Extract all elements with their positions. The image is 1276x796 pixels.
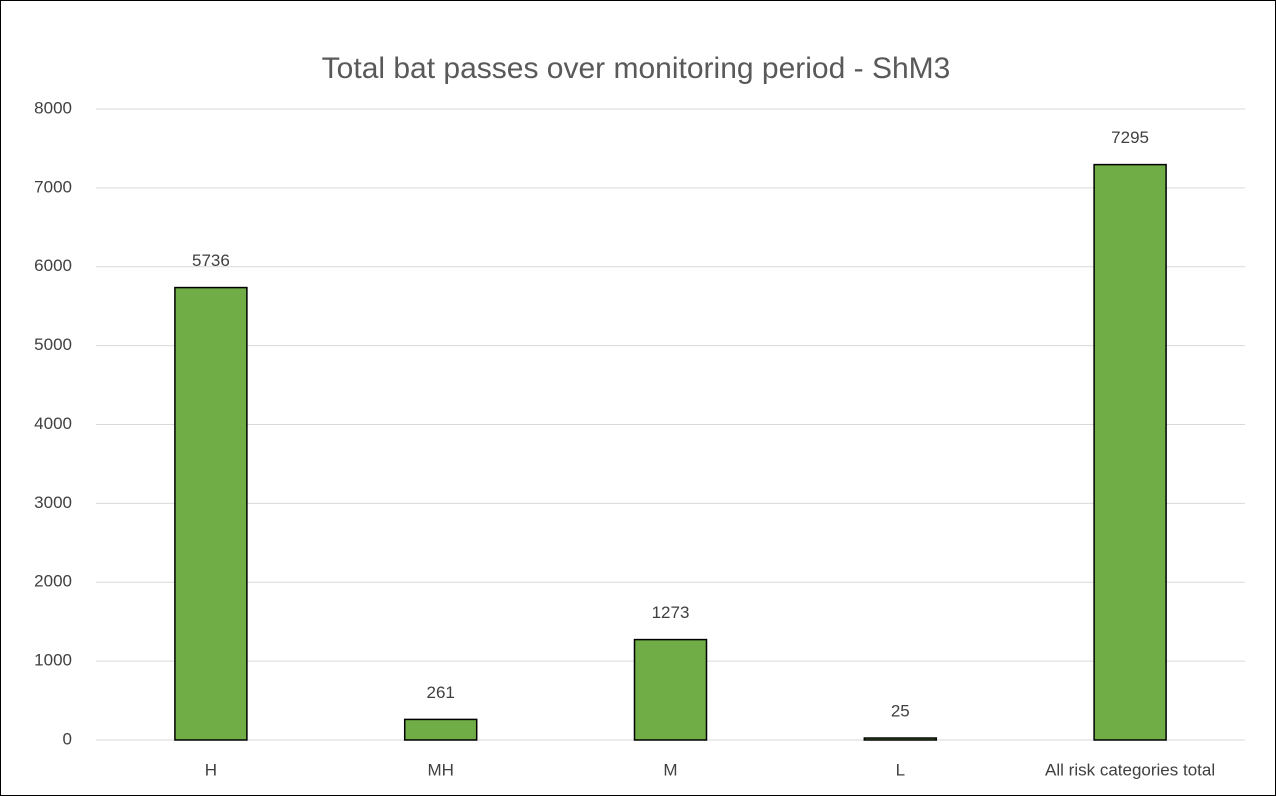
x-tick-label: MH bbox=[427, 760, 453, 779]
data-label: 25 bbox=[891, 702, 910, 721]
chart-title: Total bat passes over monitoring period … bbox=[322, 52, 951, 85]
bar bbox=[863, 737, 938, 741]
y-tick-label: 2000 bbox=[34, 572, 72, 591]
data-label: 7295 bbox=[1111, 128, 1149, 147]
x-tick-label: M bbox=[663, 760, 677, 779]
y-tick-label: 0 bbox=[63, 729, 72, 748]
bar bbox=[174, 286, 248, 741]
x-tick-label: H bbox=[205, 760, 217, 779]
y-tick-label: 6000 bbox=[34, 256, 72, 275]
data-label: 261 bbox=[427, 683, 455, 702]
y-tick-label: 3000 bbox=[34, 493, 72, 512]
y-tick-label: 4000 bbox=[34, 414, 72, 433]
y-tick-label: 8000 bbox=[34, 98, 72, 117]
bar bbox=[403, 718, 478, 741]
bar bbox=[1093, 163, 1167, 741]
x-tick-label: All risk categories total bbox=[1045, 760, 1215, 779]
data-label: 5736 bbox=[192, 251, 230, 270]
bar bbox=[633, 638, 708, 741]
data-label: 1273 bbox=[652, 603, 690, 622]
y-tick-label: 7000 bbox=[34, 177, 72, 196]
y-tick-label: 1000 bbox=[34, 651, 72, 670]
x-tick-label: L bbox=[896, 760, 905, 779]
y-tick-label: 5000 bbox=[34, 335, 72, 354]
